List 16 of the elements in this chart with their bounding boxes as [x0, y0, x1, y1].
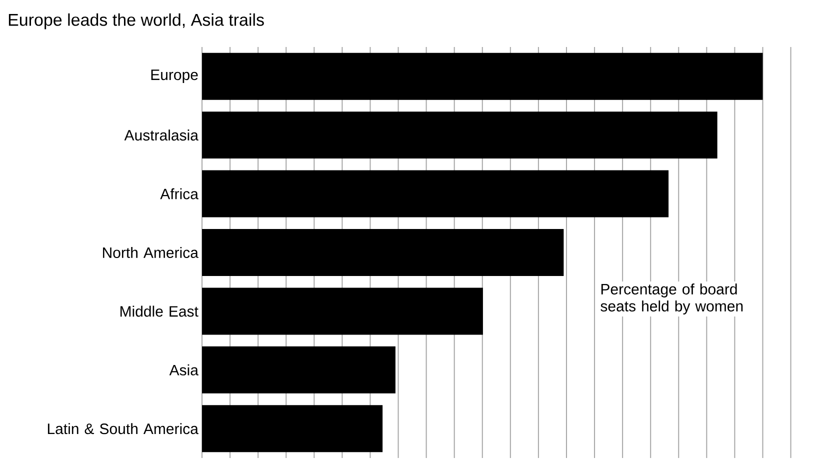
bar	[202, 229, 564, 276]
bar	[202, 346, 396, 394]
y-tick-label: Africa	[160, 188, 198, 200]
y-tick-label: Middle East	[120, 306, 198, 317]
annotation: Percentage of board seats held by women	[600, 283, 743, 314]
y-tick-label: Latin & South America	[48, 423, 198, 434]
bar	[202, 288, 483, 335]
y-tick-label: Australasia	[124, 130, 198, 141]
bar	[202, 405, 383, 452]
y-tick-label: North America	[103, 246, 198, 258]
bar	[202, 112, 718, 159]
y-tick-label: Europe	[151, 70, 198, 84]
bar	[202, 52, 763, 100]
bar	[202, 170, 669, 218]
y-tick-label: Asia	[169, 364, 198, 376]
chart-title: Europe leads the world, Asia trails	[8, 13, 264, 30]
